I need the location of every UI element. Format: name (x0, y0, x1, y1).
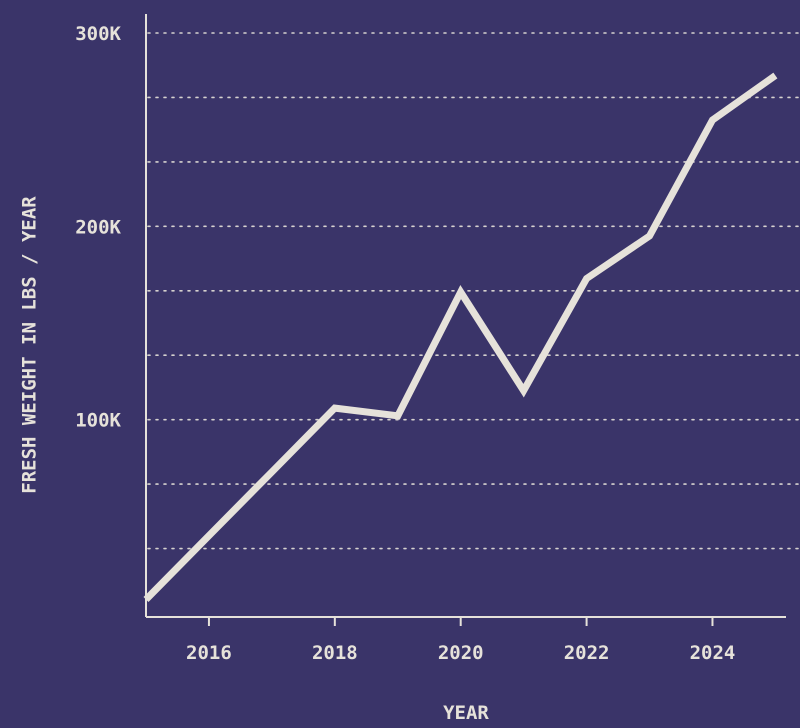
x-tick-label-0: 2016 (186, 642, 232, 664)
x-tick-label-3: 2022 (564, 642, 610, 664)
grid-lines (147, 32, 800, 550)
y-tick-label-2: 300K (75, 23, 121, 45)
x-axis-title: YEAR (443, 702, 489, 724)
axes (145, 14, 786, 618)
y-tick-label-0: 100K (75, 410, 121, 432)
series-layer (143, 72, 778, 602)
series-line-0 (143, 72, 778, 602)
y-tick-labels: 100K 200K 300K (75, 23, 121, 432)
x-tick-label-1: 2018 (312, 642, 358, 664)
x-tick-label-2: 2020 (438, 642, 484, 664)
x-tick-labels: 2016 2018 2020 2022 2024 (186, 617, 735, 664)
y-axis-title: FRESH WEIGHT IN LBS / YEAR (19, 196, 41, 494)
x-tick-label-4: 2024 (690, 642, 736, 664)
y-tick-label-1: 200K (75, 216, 121, 238)
